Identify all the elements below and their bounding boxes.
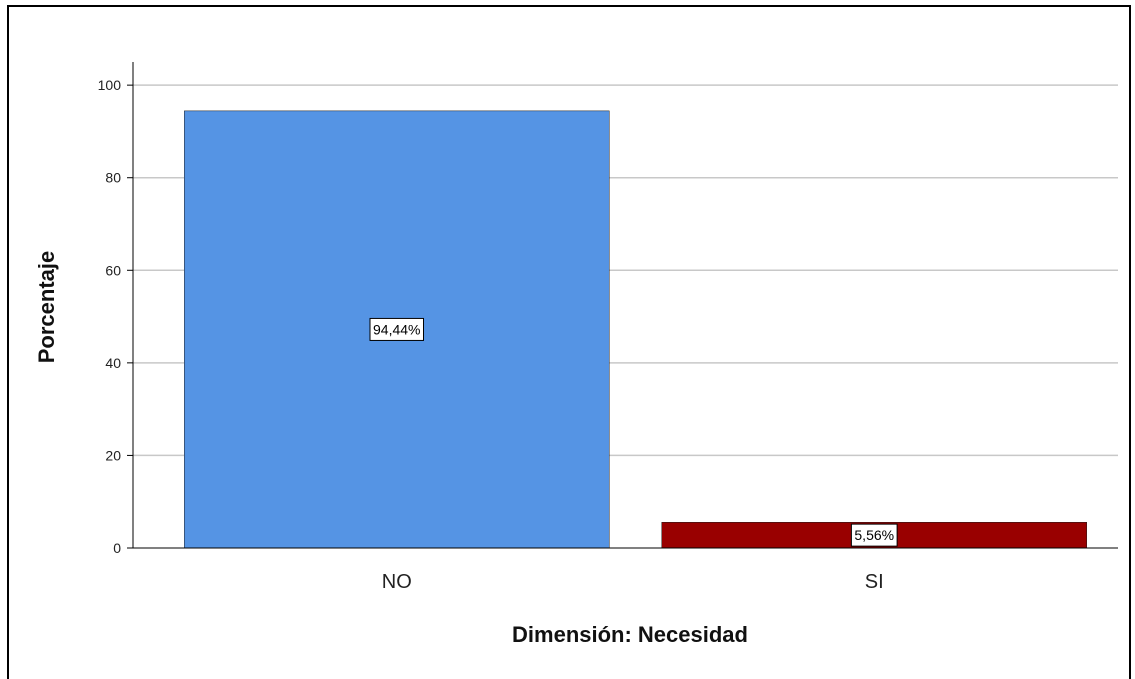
bar-no [184,110,610,549]
data-label-si: 5,56% [850,523,898,547]
y-tick-label: 80 [105,170,121,186]
x-category-labels: NO SI [382,571,884,593]
y-tick-label: 60 [105,262,121,278]
x-axis-title: Dimensión: Necesidad [512,622,748,647]
bars [184,110,1087,549]
y-tick-label: 40 [105,355,121,371]
y-tick-label: 0 [113,540,121,556]
y-ticks: 0 20 40 60 80 100 [98,77,133,556]
x-category-label: SI [865,571,884,593]
data-label-text: 5,56% [854,527,894,543]
data-label-no: 94,44% [369,317,424,341]
data-label-box [850,523,898,547]
x-category-label: NO [382,571,412,593]
y-tick-label: 20 [105,447,121,463]
data-label-box [369,317,424,341]
y-axis-title: Porcentaje [34,251,59,364]
data-labels: 94,44% 5,56% [369,317,898,547]
y-tick-label: 100 [98,77,122,93]
data-label-text: 94,44% [373,321,420,337]
